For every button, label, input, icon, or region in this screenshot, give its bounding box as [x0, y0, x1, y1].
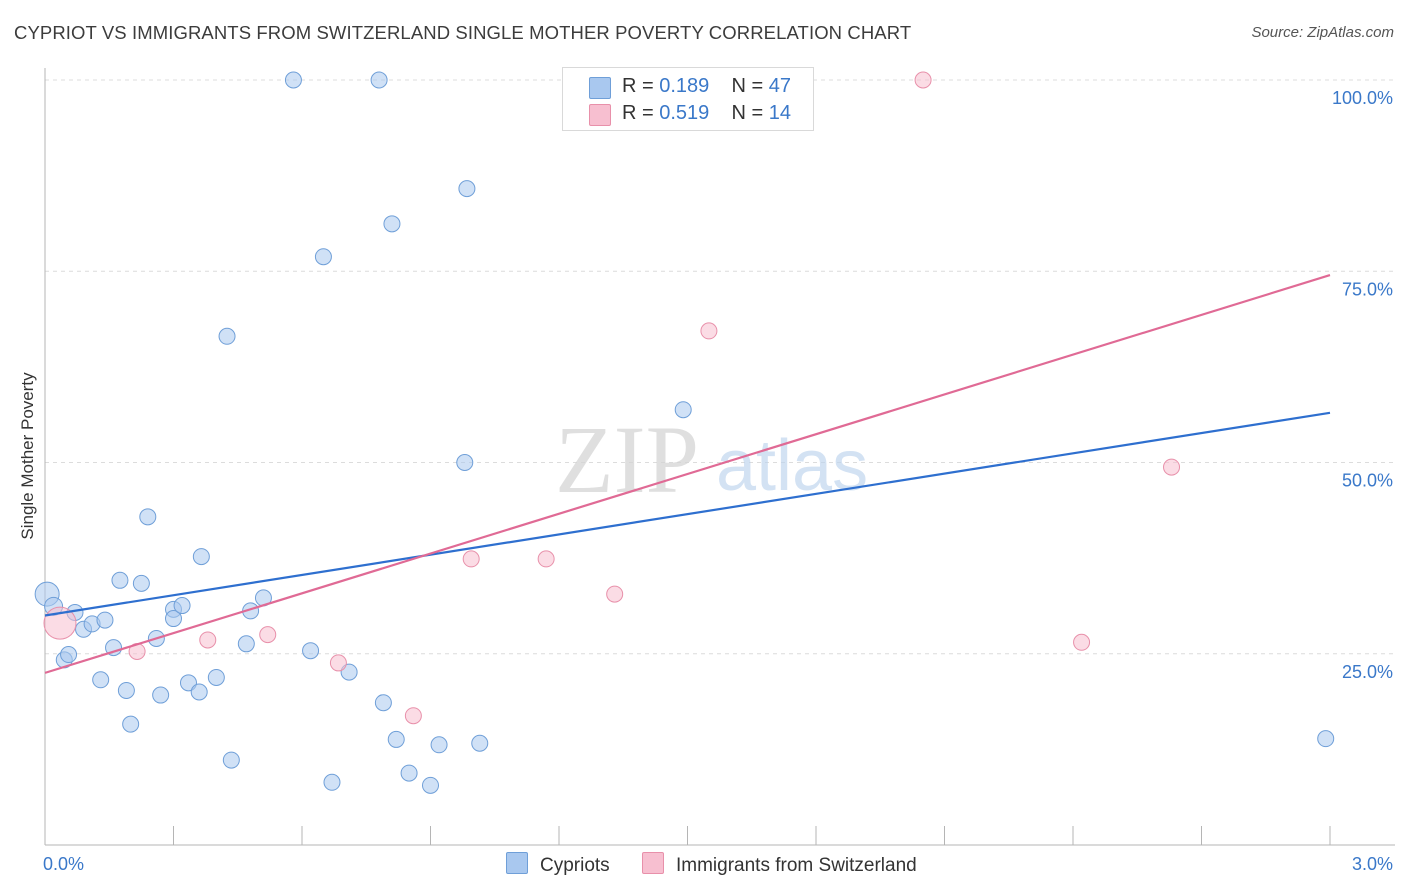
- switzerland-point: [700, 322, 718, 340]
- axes: [44, 68, 1395, 846]
- y-axis-label: Single Mother Poverty: [18, 372, 37, 540]
- r-label: R =: [622, 75, 660, 97]
- legend-label-cypriots: Cypriots: [540, 855, 610, 876]
- cypriots-point: [430, 736, 448, 754]
- cypriots-point: [456, 454, 474, 471]
- cypriots-point: [139, 508, 157, 526]
- legend-item-switzerland: Immigrants from Switzerland: [642, 852, 917, 877]
- cypriots-point: [96, 611, 114, 629]
- y-tick-label: 100.0%: [1332, 88, 1393, 108]
- cypriots-point: [165, 610, 182, 628]
- cypriots-point: [674, 401, 692, 419]
- switzerland-point: [1163, 458, 1181, 476]
- cypriots-point: [218, 327, 236, 345]
- n-label: N =: [731, 102, 769, 124]
- cypriots-point: [237, 635, 255, 653]
- cypriots-trend-line: [44, 411, 1331, 617]
- cypriots-point: [1317, 730, 1335, 748]
- cypriots-point: [374, 694, 392, 712]
- switzerland-point: [462, 550, 480, 568]
- watermark-atlas: atlas: [716, 426, 868, 506]
- cypriots-point: [323, 773, 341, 791]
- cypriots-point: [122, 715, 140, 733]
- cypriots-point: [370, 71, 388, 89]
- cypriots-legend-swatch: [506, 852, 528, 874]
- watermark-zip: ZIP: [555, 406, 699, 513]
- switzerland-trend-line: [44, 274, 1331, 674]
- chart-title: CYPRIOT VS IMMIGRANTS FROM SWITZERLAND S…: [14, 22, 912, 43]
- trend-lines: [44, 274, 1331, 674]
- cypriots-point: [173, 597, 191, 615]
- cypriots-point: [117, 681, 135, 699]
- cypriots-point: [60, 646, 78, 664]
- cypriots-point: [105, 639, 123, 657]
- tick-labels: 25.0% 50.0% 75.0% 100.0% 0.0% 3.0%: [43, 88, 1393, 874]
- cypriots-point: [192, 548, 210, 566]
- watermark: ZIP atlas: [555, 406, 868, 513]
- cypriots-swatch: [589, 77, 611, 99]
- legend-item-cypriots: Cypriots: [506, 852, 610, 877]
- legend-label-switzerland: Immigrants from Switzerland: [676, 855, 917, 876]
- y-tick-label: 50.0%: [1342, 471, 1393, 491]
- cypriots-point: [387, 730, 405, 748]
- n-value: 14: [768, 102, 792, 124]
- cypriots-point: [284, 71, 302, 89]
- r-label: R =: [622, 102, 660, 124]
- cypriots-point: [132, 574, 150, 592]
- data-points: [34, 71, 1335, 794]
- cypriots-point: [152, 686, 170, 704]
- switzerland-legend-swatch: [642, 852, 664, 874]
- stats-legend: R = 0.189 N = 47 R = 0.519 N = 14: [562, 67, 814, 131]
- n-value: 47: [768, 75, 792, 97]
- switzerland-swatch: [589, 104, 611, 126]
- cypriots-point: [222, 751, 240, 769]
- cypriots-point: [458, 180, 476, 198]
- cypriots-point: [471, 734, 489, 752]
- cypriots-point: [207, 668, 225, 686]
- cypriots-point: [111, 571, 129, 589]
- x-tick-label-min: 0.0%: [43, 854, 84, 874]
- cypriots-point: [422, 776, 439, 794]
- cypriots-point: [190, 683, 208, 701]
- r-value: 0.519: [659, 102, 710, 124]
- switzerland-point: [404, 707, 422, 725]
- cypriots-point: [383, 215, 401, 233]
- cypriots-point: [400, 764, 418, 782]
- switzerland-point: [329, 654, 347, 672]
- gridlines: [45, 79, 1395, 655]
- switzerland-point: [914, 71, 932, 89]
- cypriots-point: [92, 671, 110, 689]
- source-credit: Source: ZipAtlas.com: [1251, 24, 1394, 41]
- switzerland-point: [259, 626, 277, 644]
- cypriots-point: [314, 248, 332, 266]
- y-tick-label: 75.0%: [1342, 279, 1393, 299]
- switzerland-point: [537, 550, 555, 568]
- switzerland-point: [606, 585, 624, 603]
- y-tick-label: 25.0%: [1342, 662, 1393, 682]
- cypriots-point: [302, 642, 320, 660]
- switzerland-point: [1073, 633, 1091, 651]
- x-tick-label-max: 3.0%: [1352, 854, 1393, 874]
- r-value: 0.189: [659, 75, 710, 97]
- n-label: N =: [731, 75, 769, 97]
- switzerland-point: [199, 631, 217, 649]
